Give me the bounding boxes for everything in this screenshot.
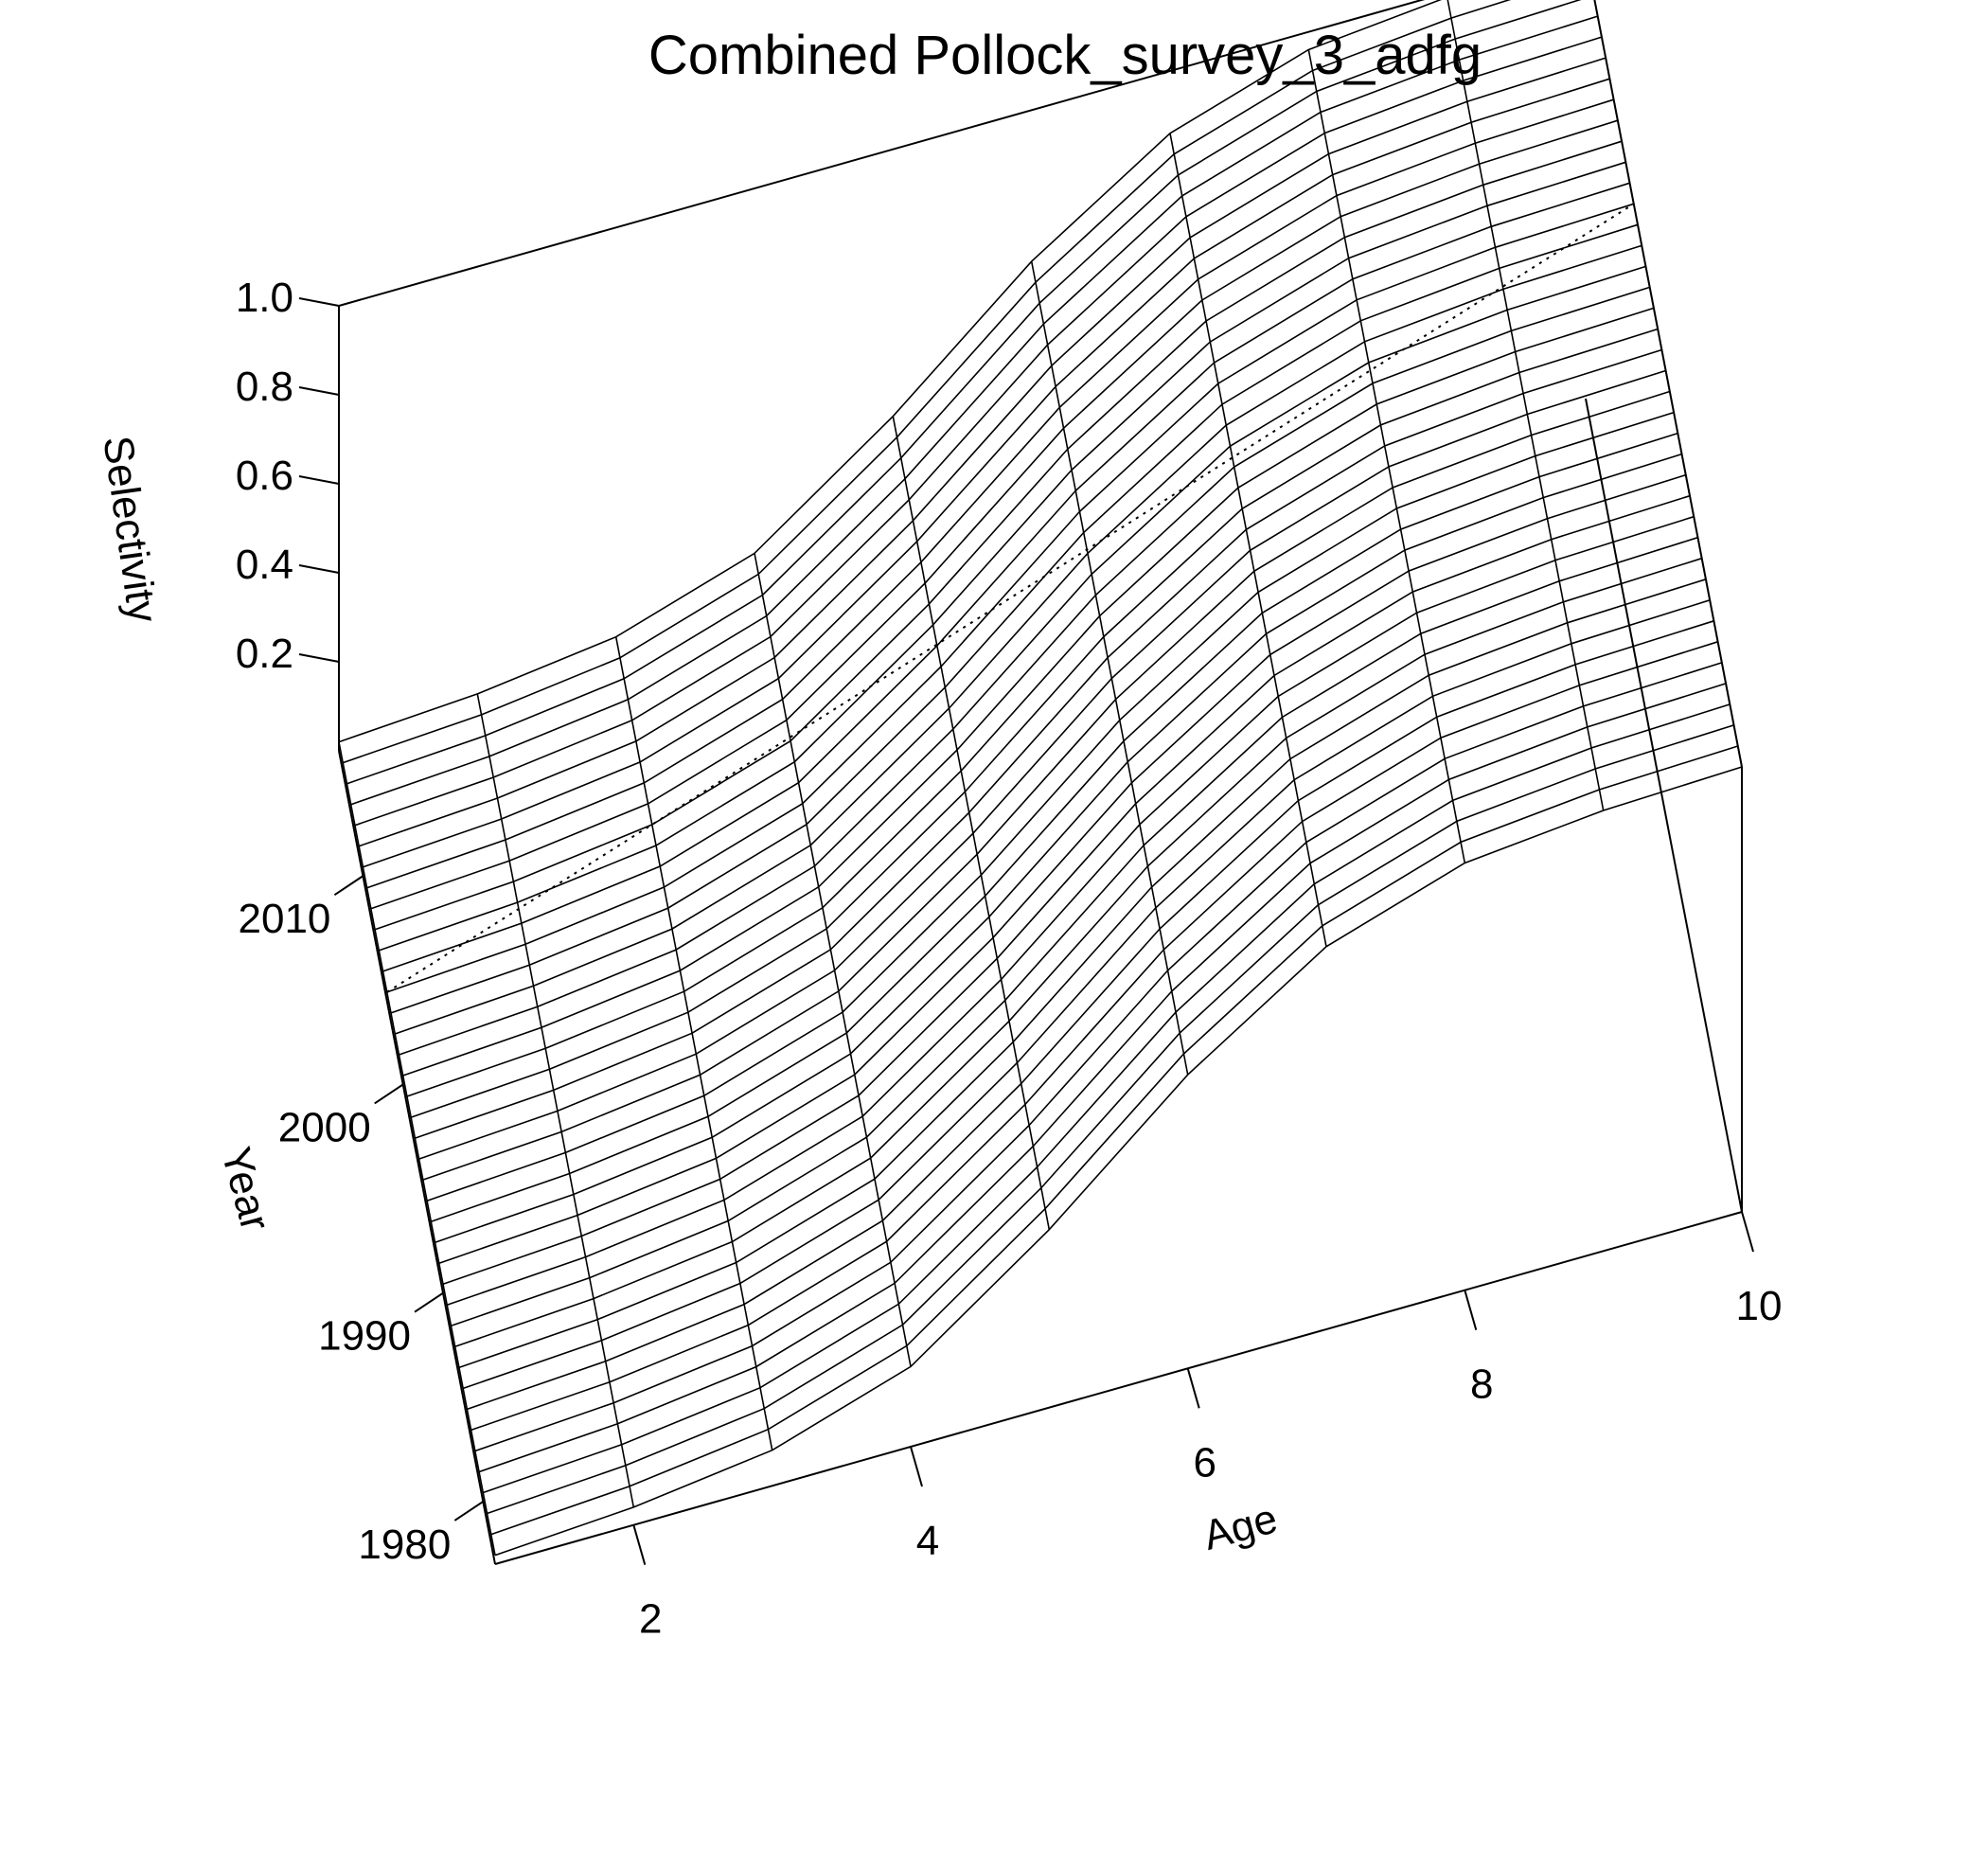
surface-row-2001 <box>399 265 1646 1056</box>
surface-row-2006 <box>379 161 1626 952</box>
age-tick-label: 6 <box>1193 1439 1216 1486</box>
surface-row-1987 <box>454 557 1702 1348</box>
age-tick <box>632 1524 647 1565</box>
surface-row-1986 <box>458 578 1707 1369</box>
axes: 0.2 0.4 0.6 0.8 1.0 Selectivity 1980 1990 2000 20… <box>94 275 1782 1643</box>
year-tick-label: 2010 <box>239 896 331 942</box>
selectivity-tick-label: 0.8 <box>236 364 293 410</box>
surface-row-2000 <box>402 286 1650 1077</box>
surface-col-age-8 <box>1307 49 1466 863</box>
chart-title: Combined Pollock_survey_3_adfg <box>648 25 1482 86</box>
box-edge-back-floor <box>1585 398 1743 1213</box>
year-tick <box>453 1501 484 1522</box>
surface-row-2005 <box>382 182 1630 972</box>
age-tick-label: 8 <box>1470 1362 1493 1408</box>
surface-col-age-9 <box>1447 0 1605 811</box>
surface-row-1995 <box>422 390 1671 1181</box>
age-tick-label: 10 <box>1736 1283 1783 1329</box>
surface-row-1983 <box>470 641 1718 1432</box>
year-tick <box>414 1291 444 1313</box>
surface-col-age-6 <box>1030 260 1189 1076</box>
surface-row-2016 <box>338 0 1443 743</box>
age-tick-label: 4 <box>916 1518 939 1564</box>
surface-row-1978 <box>490 745 1739 1536</box>
surface-row-1981 <box>478 683 1727 1473</box>
surface-row-1980 <box>483 703 1731 1494</box>
surface-row-1994 <box>426 411 1675 1201</box>
year-axis-label: Year <box>212 1143 278 1237</box>
surface-col-age-10 <box>1593 0 1743 768</box>
surface-row-1998 <box>410 328 1659 1118</box>
surface-row-1997 <box>415 348 1662 1139</box>
surface-row-1999 <box>406 307 1655 1097</box>
surface-reference-line <box>386 203 1635 993</box>
surface-row-1977 <box>494 766 1743 1557</box>
age-axis-label: Age <box>1198 1495 1282 1559</box>
surface-row-2009 <box>366 98 1614 889</box>
surface-row-1992 <box>435 453 1682 1243</box>
surface-col-age-3 <box>614 636 773 1451</box>
surface-row-1985 <box>462 599 1711 1390</box>
surface-mesh <box>338 0 1743 1557</box>
surface-row-2013 <box>350 15 1598 806</box>
selectivity-tick <box>298 475 340 485</box>
year-tick-label: 2000 <box>278 1104 371 1150</box>
selectivity-tick-label: 0.6 <box>236 453 293 499</box>
box-edge-front-floor <box>494 1211 1743 1565</box>
surface-col-age-5 <box>892 416 1051 1230</box>
surface-row-1990 <box>442 494 1691 1286</box>
surface-row-1996 <box>418 369 1666 1160</box>
year-tick <box>374 1083 404 1105</box>
surface-row-1993 <box>431 432 1678 1222</box>
surface-row-1984 <box>467 620 1714 1411</box>
surface-row-1979 <box>487 724 1734 1515</box>
box-edge-right-top <box>1593 0 1743 768</box>
surface-row-1982 <box>474 662 1723 1452</box>
surface-col-age-2 <box>476 693 635 1508</box>
box-edge-left-floor <box>338 750 496 1565</box>
selectivity-tick-label: 0.2 <box>236 631 293 677</box>
selectivity-tick <box>298 297 340 307</box>
age-tick <box>1186 1368 1200 1409</box>
surface-row-2002 <box>394 244 1642 1035</box>
age-tick <box>910 1446 923 1487</box>
surface-col-age-7 <box>1169 133 1327 947</box>
year-tick-label: 1980 <box>358 1522 451 1568</box>
surface-row-2007 <box>374 140 1623 931</box>
box-edge-back-top <box>338 0 1426 307</box>
selectivity-tick <box>298 653 340 663</box>
year-tick <box>333 875 364 897</box>
selectivity-tick-label: 1.0 <box>236 275 293 321</box>
age-tick <box>1464 1290 1478 1330</box>
year-tick-label: 1990 <box>318 1313 411 1360</box>
surface-row-1988 <box>451 536 1698 1327</box>
surface-col-age-1 <box>338 741 496 1556</box>
surface-row-2004 <box>386 203 1635 993</box>
selectivity-axis-label: Selectivity <box>94 433 166 625</box>
surface-row-2003 <box>390 223 1639 1014</box>
surface-row-2008 <box>370 119 1619 910</box>
selectivity-tick-label: 0.4 <box>236 542 293 588</box>
surface-row-2010 <box>363 78 1610 868</box>
surface-row-1989 <box>446 515 1695 1307</box>
surface-row-2015 <box>342 0 1512 764</box>
age-tick <box>1741 1211 1754 1253</box>
surface-row-2012 <box>354 36 1603 827</box>
age-tick-label: 2 <box>639 1596 662 1643</box>
bounding-box-front <box>338 750 1743 1565</box>
surface-row-2011 <box>358 57 1606 847</box>
selectivity-tick <box>298 386 340 396</box>
surface-row-1991 <box>438 473 1687 1264</box>
surface-col-age-4 <box>754 553 912 1367</box>
selectivity-tick <box>298 564 340 574</box>
surface-row-2014 <box>346 0 1582 785</box>
